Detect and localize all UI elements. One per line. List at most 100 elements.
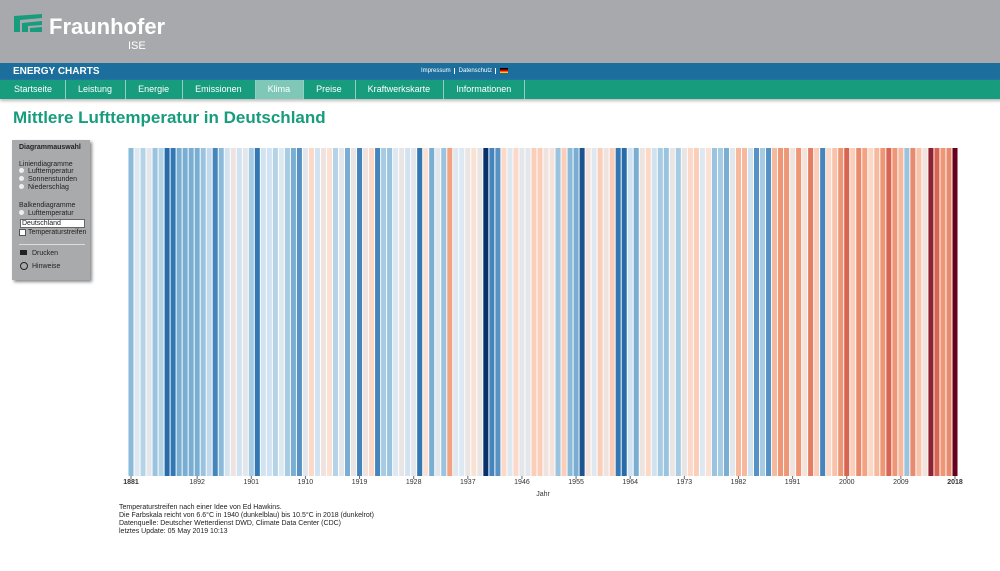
tab[interactable]: Energie <box>126 80 184 99</box>
stripe <box>302 148 308 476</box>
logo[interactable]: Fraunhofer <box>49 14 166 39</box>
stripe <box>802 148 808 476</box>
sidebar-item: Balkendiagramme <box>19 202 76 209</box>
stripe <box>483 148 489 476</box>
tab[interactable]: Informationen <box>444 80 526 99</box>
footer-line: Die Farbskala reicht von 6.6°C in 1940 (… <box>119 512 375 519</box>
stripe <box>375 148 381 476</box>
stripe <box>675 148 681 476</box>
header: Fraunhofer ISE <box>0 0 1000 63</box>
sidebar-item[interactable]: Lufttemperatur <box>28 168 74 175</box>
brand[interactable]: ENERGY CHARTS <box>13 66 100 77</box>
stripe <box>140 148 146 476</box>
stripe <box>495 148 501 476</box>
radio-button[interactable] <box>19 176 24 181</box>
stripe <box>242 148 248 476</box>
stripe <box>543 148 549 476</box>
stripe <box>423 148 429 476</box>
tab-bar: Startseite Leistung Energie Emissionen Klima… <box>0 80 1000 99</box>
stripe <box>381 148 387 476</box>
stripe <box>651 148 657 476</box>
stripe <box>850 148 856 476</box>
stripe <box>453 148 459 476</box>
stripe <box>808 148 814 476</box>
checkbox[interactable] <box>19 229 26 236</box>
stripe <box>507 148 513 476</box>
stripe <box>218 148 224 476</box>
stripe <box>790 148 796 476</box>
sidebar-item[interactable]: Lufttemperatur <box>28 210 74 217</box>
stripe <box>338 148 345 476</box>
stripe <box>489 148 495 476</box>
stripe <box>170 148 176 476</box>
x-tick-label: 1991 <box>785 479 801 486</box>
stripe <box>537 148 543 476</box>
stripe <box>405 148 411 476</box>
stripe <box>236 148 242 476</box>
stripe <box>254 148 260 476</box>
stripe <box>904 148 910 476</box>
stripe <box>314 148 320 476</box>
stripe <box>188 148 194 476</box>
radio-button[interactable] <box>19 168 24 173</box>
stripe <box>194 148 200 476</box>
stripe <box>320 148 326 476</box>
sidebar-item[interactable]: Temperaturstreifen <box>28 229 87 236</box>
stripe <box>399 148 405 476</box>
stripe <box>717 148 723 476</box>
stripe <box>206 148 212 476</box>
stripe <box>681 148 687 476</box>
stripe <box>357 148 363 476</box>
stripe <box>501 148 507 476</box>
tab[interactable]: Klima <box>255 80 305 99</box>
tab[interactable]: Startseite <box>2 80 67 99</box>
x-tick-label: 1964 <box>622 479 638 486</box>
radio-button[interactable] <box>19 184 24 189</box>
sidebar-item[interactable]: Niederschlag <box>28 184 69 191</box>
stripe <box>248 148 254 476</box>
tab[interactable]: Leistung <box>66 80 127 99</box>
stripe <box>447 148 453 476</box>
sidebar-item[interactable]: Drucken <box>32 250 59 257</box>
sidebar-item[interactable]: Deutschland <box>20 219 85 228</box>
stripe <box>705 148 711 476</box>
stripe <box>645 148 651 476</box>
sidebar-item[interactable]: Sonnenstunden <box>28 176 78 183</box>
print-icon[interactable] <box>20 250 27 255</box>
stripe <box>182 148 188 476</box>
stripe <box>513 148 519 476</box>
stripe <box>459 148 465 476</box>
nav-link[interactable]: Datenschutz <box>459 68 497 74</box>
stripe <box>597 148 603 476</box>
sidebar: Diagrammauswahl Liniendiagramme Lufttemper… <box>12 140 90 280</box>
info-icon[interactable] <box>20 262 28 270</box>
stripe <box>687 148 693 476</box>
stripe <box>880 148 886 476</box>
x-tick-label: 2009 <box>893 479 909 486</box>
radio-button[interactable] <box>19 210 24 215</box>
nav-link[interactable]: Impressum <box>421 68 455 74</box>
stripe <box>729 148 735 476</box>
x-tick-label: 1901 <box>244 479 260 486</box>
tab[interactable]: Preise <box>304 80 356 99</box>
stripe <box>284 148 290 476</box>
stripe <box>525 148 531 476</box>
sidebar-item[interactable]: Hinweise <box>32 263 61 270</box>
stripe <box>657 148 663 476</box>
stripe <box>128 148 134 476</box>
tab[interactable]: Kraftwerkskarte <box>356 80 445 99</box>
logo-sub: ISE <box>128 40 146 52</box>
tab[interactable]: Emissionen <box>183 80 256 99</box>
x-tick-label: 1928 <box>406 479 422 486</box>
stripe <box>549 148 555 476</box>
stripe <box>892 148 898 476</box>
stripe <box>435 148 441 476</box>
stripe <box>296 148 302 476</box>
stripe <box>609 148 615 476</box>
stripe <box>952 148 958 476</box>
language-flag[interactable] <box>500 68 509 73</box>
stripe <box>832 148 838 476</box>
stripe <box>898 148 904 476</box>
stripe <box>272 148 278 476</box>
stripe <box>723 148 729 476</box>
